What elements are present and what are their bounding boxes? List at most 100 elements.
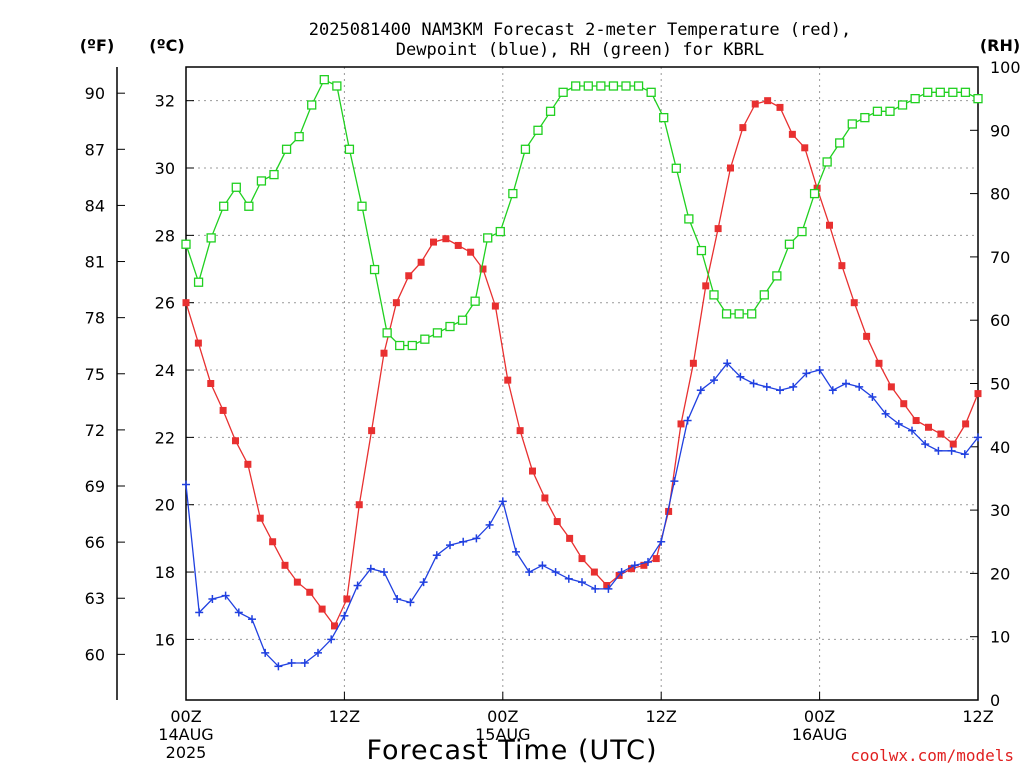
credit-link[interactable]: coolwx.com/models [850,746,1014,765]
dewpoint-point [406,598,415,607]
rh-point [671,163,681,173]
dewpoint-point [314,648,322,657]
x-axis-title: Forecast Time (UTC) [366,735,657,766]
dewpoint-point [446,541,454,550]
rh-point [822,157,832,167]
temperature-point [491,302,499,310]
temperature-point [776,103,784,111]
rh-point [872,106,883,116]
dewpoint-point [195,608,204,617]
dewpoint-point [617,568,626,577]
rh-point [319,75,329,85]
dewpoint-point [974,433,982,442]
rh-point [483,233,493,243]
rh-point [281,144,292,154]
rh-point [709,290,719,300]
rh-tick-label: 90 [990,121,1010,140]
time-tick-label: 00Z [170,707,201,726]
celsius-unit-label: (ºC) [149,36,184,55]
dewpoint-point [300,658,309,667]
rh-point [721,309,732,319]
rh-point [910,94,920,104]
dewpoint-point [234,608,243,617]
dewpoint-point [683,416,692,425]
temperature-point [863,332,871,340]
dewpoint-point [551,568,560,577]
temperature-point [603,582,611,590]
temperature-point [331,622,338,630]
fahrenheit-tick-label: 90 [85,84,105,103]
dewpoint-point [736,372,745,381]
fahrenheit-tick-label: 60 [85,645,105,664]
temperature-point [838,262,846,270]
grid-lines [186,67,978,700]
dewpoint-point [657,537,666,546]
dewpoint-point [578,578,586,587]
temperature-point [875,359,883,367]
rh-point [784,239,795,249]
temperature-point [788,130,796,138]
dewpoint-point [604,584,613,593]
dewpoint-point [261,648,270,657]
temperature-point [974,390,982,398]
dewpoint-point [287,658,296,667]
dewpoint-point [881,409,890,418]
time-tick-label: 00Z [487,707,518,726]
dewpoint-line [185,362,979,668]
dewpoint-point [894,419,903,428]
rh-point [759,290,769,300]
rh-tick-label: 100 [990,58,1021,77]
dewpoint-point [644,557,652,566]
rh-point [545,106,556,116]
dewpoint-point [670,477,679,486]
rh-point [809,188,820,199]
dewpoint-point [855,382,864,391]
temperature-point [652,555,660,563]
rh-point [583,81,593,91]
dewpoint-point [182,480,190,489]
dewpoint-point [512,547,520,556]
temperature-point [925,423,932,431]
temperature-point [566,534,574,542]
dewpoint-point [459,537,468,546]
dewpoint-point [538,561,547,570]
fahrenheit-tick-label: 87 [85,140,105,159]
dewpoint-point [802,369,811,378]
dewpoint-point [789,382,798,391]
dewpoint-point [274,662,283,671]
rh-point [470,296,480,306]
temperature-point [516,427,524,435]
dewpoint-point [432,551,441,560]
temperature-point [355,501,363,509]
dewpoint-point [393,594,402,603]
time-tick-label: 2025 [166,743,207,762]
dewpoint-point [366,564,375,573]
temperature-point [182,299,190,307]
rh-point [960,87,971,97]
rh-point [923,87,933,97]
dewpoint-point [221,591,230,600]
dewpoint-point [921,440,930,449]
dewpoint-point [868,392,877,401]
chart-title-line1: 2025081400 NAM3KM Forecast 2-meter Tempe… [309,20,851,40]
rh-point [269,169,279,180]
dewpoint-point [696,386,705,395]
temperature-point [714,225,722,233]
rh-point [860,112,870,123]
rh-point [219,201,229,211]
time-tick-label: 12Z [329,707,360,726]
fahrenheit-tick-label: 69 [85,477,105,496]
rh-tick-label: 60 [990,311,1010,330]
rh-point [797,226,807,237]
dewpoint-point [762,382,771,391]
celsius-tick-label: 28 [155,226,175,245]
rh-unit-label: (RH) [980,36,1020,55]
rh-tick-label: 50 [990,375,1010,394]
temperature-point [850,299,858,307]
dewpoint-point [776,386,784,395]
rh-point [344,144,355,154]
temperature-point [590,568,598,576]
temperature-point [306,588,314,596]
rh-point [357,201,367,211]
temperature-point [962,420,970,428]
